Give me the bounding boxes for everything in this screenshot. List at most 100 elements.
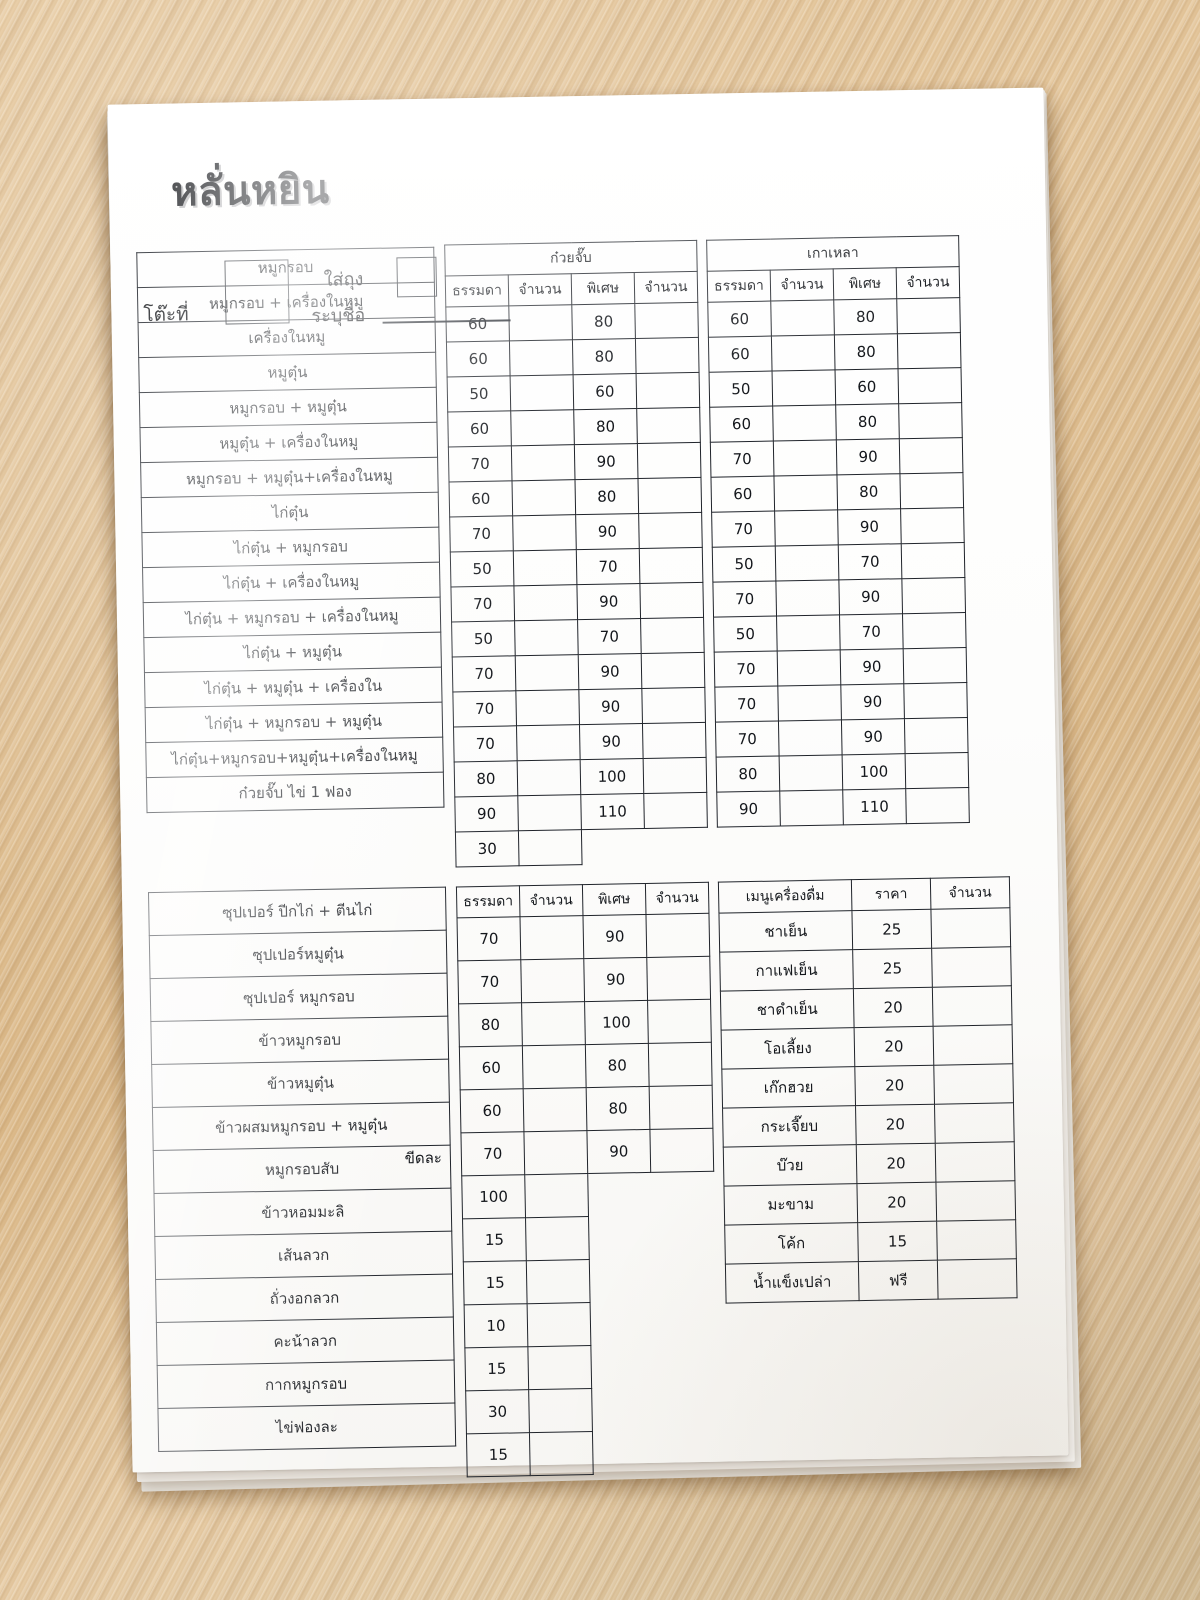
- qty-drink-input[interactable]: [933, 1024, 1013, 1066]
- qty-drink-input[interactable]: [936, 1219, 1017, 1261]
- table-row[interactable]: ชาดำเย็น 20: [720, 985, 1013, 1031]
- table-row[interactable]: 70 90: [452, 652, 705, 692]
- table-row[interactable]: 60 80: [446, 337, 700, 378]
- qty-special-input[interactable]: [647, 999, 712, 1044]
- qty-regular-input[interactable]: [510, 374, 574, 411]
- qty-regular-input[interactable]: [508, 304, 573, 341]
- table-row[interactable]: 70 90: [712, 577, 966, 618]
- qty-regular-input[interactable]: [776, 614, 841, 652]
- qty-regular-input[interactable]: [516, 724, 581, 761]
- table-row[interactable]: 80 100: [454, 757, 707, 797]
- qty-special-input[interactable]: [896, 297, 961, 334]
- table-row[interactable]: กาแฟเย็น 25: [719, 946, 1012, 992]
- table-row[interactable]: เส้นลวก: [154, 1231, 453, 1280]
- qty-regular-input[interactable]: [527, 1345, 592, 1390]
- qty-special-input[interactable]: [645, 913, 710, 958]
- qty-special-input[interactable]: [643, 792, 708, 829]
- table-row[interactable]: 70 90: [448, 442, 701, 482]
- qty-special-input[interactable]: [636, 407, 701, 444]
- qty-special-input[interactable]: [636, 372, 700, 409]
- qty-special-input[interactable]: [639, 547, 703, 584]
- qty-regular-input[interactable]: [517, 794, 582, 831]
- qty-drink-input[interactable]: [935, 1141, 1015, 1183]
- qty-regular-input[interactable]: [775, 579, 840, 617]
- table-row[interactable]: หมูกรอบสับ ขีดละ: [153, 1145, 451, 1194]
- qty-regular-input[interactable]: [524, 1173, 589, 1218]
- table-row[interactable]: โอเลี้ยง 20: [721, 1024, 1013, 1070]
- qty-regular-input[interactable]: [523, 1130, 588, 1175]
- table-row[interactable]: 50 70: [713, 612, 967, 653]
- qty-special-input[interactable]: [900, 507, 965, 544]
- qty-drink-input[interactable]: [933, 1063, 1014, 1105]
- qty-special-input[interactable]: [903, 682, 968, 719]
- qty-special-input[interactable]: [634, 302, 699, 339]
- table-row[interactable]: ข้าวหมูตุ๋น: [151, 1059, 450, 1108]
- table-row[interactable]: 70 90: [460, 1128, 714, 1176]
- table-row[interactable]: 60 80: [709, 402, 963, 443]
- table-row[interactable]: 50 70: [712, 542, 965, 583]
- table-row[interactable]: ไก่ตุ๋น + หมูตุ๋น: [143, 632, 442, 673]
- qty-regular-input[interactable]: [775, 544, 839, 582]
- table-row[interactable]: 60 80: [708, 332, 962, 373]
- table-row[interactable]: ไก่ตุ๋น + เครื่องในหมู: [142, 562, 441, 603]
- table-row[interactable]: 70 90: [714, 647, 967, 688]
- qty-special-input[interactable]: [901, 542, 965, 579]
- qty-special-input[interactable]: [649, 1128, 714, 1173]
- qty-regular-input[interactable]: [773, 474, 838, 512]
- qty-regular-input[interactable]: [770, 299, 835, 337]
- qty-drink-input[interactable]: [934, 1102, 1015, 1144]
- qty-regular-input[interactable]: [518, 829, 583, 866]
- qty-special-input[interactable]: [646, 956, 711, 1001]
- qty-regular-input[interactable]: [523, 1087, 587, 1132]
- qty-special-input[interactable]: [643, 757, 707, 794]
- table-row[interactable]: 15: [463, 1257, 716, 1305]
- qty-regular-input[interactable]: [510, 409, 575, 446]
- table-row[interactable]: 60 80: [447, 407, 701, 448]
- qty-special-input[interactable]: [904, 717, 969, 754]
- table-row[interactable]: 15: [466, 1429, 719, 1477]
- table-row[interactable]: คะน้าลวก: [156, 1317, 455, 1366]
- qty-special-input[interactable]: [648, 1042, 713, 1087]
- table-row[interactable]: 70 90: [710, 437, 963, 478]
- table-row[interactable]: 60 80: [445, 302, 699, 343]
- table-row[interactable]: 70 90: [714, 682, 968, 723]
- qty-regular-input[interactable]: [514, 619, 579, 656]
- table-row[interactable]: หมูกรอบ: [136, 247, 435, 288]
- qty-special-input[interactable]: [640, 617, 705, 654]
- qty-drink-input[interactable]: [932, 985, 1013, 1027]
- qty-regular-input[interactable]: [774, 509, 839, 547]
- table-row[interactable]: น้ำแข็งเปล่า ฟรี: [725, 1258, 1018, 1304]
- qty-regular-input[interactable]: [521, 1001, 586, 1046]
- table-row[interactable]: 60 80: [710, 472, 964, 513]
- qty-regular-input[interactable]: [515, 689, 580, 726]
- qty-regular-input[interactable]: [779, 789, 844, 826]
- table-row[interactable]: 80 100: [716, 752, 969, 793]
- table-row[interactable]: หมูกรอบ + หมูตุ๋น: [139, 387, 437, 428]
- table-row[interactable]: 60 80: [707, 297, 961, 338]
- table-row[interactable]: 70 90: [457, 913, 710, 961]
- table-row[interactable]: 10: [464, 1300, 717, 1348]
- qty-special-input[interactable]: [903, 647, 967, 684]
- table-row[interactable]: ซุปเปอร์ ปีกไก่ + ตีนไก่: [148, 887, 447, 936]
- qty-special-input[interactable]: [905, 752, 969, 789]
- qty-special-input[interactable]: [635, 337, 700, 374]
- table-row[interactable]: 100: [461, 1171, 715, 1219]
- qty-regular-input[interactable]: [513, 549, 577, 586]
- qty-regular-input[interactable]: [522, 1044, 587, 1089]
- table-row[interactable]: ไก่ตุ๋น + หมูกรอบ + หมูตุ๋น: [145, 702, 443, 743]
- table-row[interactable]: กระเจี๊ยบ 20: [722, 1102, 1015, 1148]
- table-row[interactable]: 50 70: [450, 547, 703, 587]
- qty-drink-input[interactable]: [930, 907, 1011, 949]
- table-row[interactable]: ไก่ตุ๋น+หมูกรอบ+หมูตุ๋น+เครื่องในหมู: [145, 737, 444, 778]
- qty-special-input[interactable]: [637, 442, 701, 479]
- table-row[interactable]: 70 90: [715, 717, 969, 758]
- qty-special-input[interactable]: [899, 437, 963, 474]
- table-row[interactable]: ถั่วงอกลวก: [155, 1274, 454, 1323]
- qty-regular-input[interactable]: [519, 915, 584, 960]
- qty-special-input[interactable]: [902, 612, 967, 649]
- table-row[interactable]: 80 100: [458, 999, 712, 1047]
- qty-regular-input[interactable]: [528, 1388, 593, 1433]
- table-row[interactable]: มะขาม 20: [723, 1180, 1016, 1226]
- table-row[interactable]: 60 80: [460, 1085, 713, 1133]
- table-row[interactable]: 30: [465, 1386, 719, 1434]
